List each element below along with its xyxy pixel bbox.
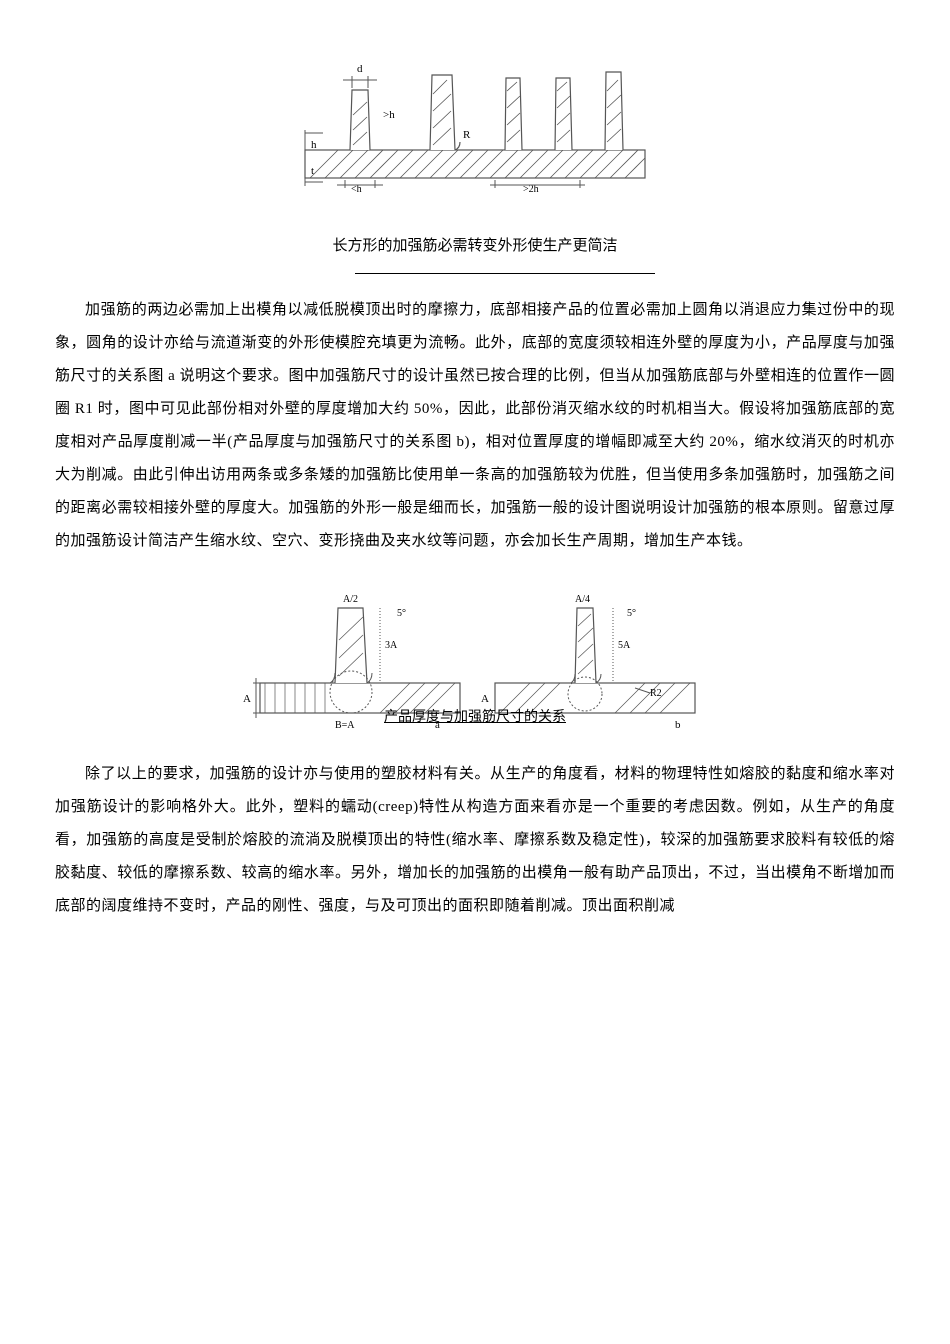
label-A2: A/2 [343,594,358,605]
label-gt-2h: >2h [523,184,539,195]
caption-rule [355,273,655,274]
label-d: d [357,63,363,75]
label-5A: 5A [618,640,631,651]
figure-1: d >h R h t <h >2h [295,60,655,200]
label-b: b [675,719,681,731]
figure-1-caption: 长方形的加强筋必需转变外形使生产更简洁 [55,230,895,263]
figure-2-caption: 产品厚度与加强筋尺寸的关系 [384,703,566,734]
label-R: R [463,129,471,141]
paragraph-1: 加强筋的两边必需加上出模角以减低脱模顶出时的摩擦力，底部相接产品的位置必需加上圆… [55,294,895,558]
label-BA-left: B=A [335,720,355,731]
diagram-ribs-cross-section: d >h R h t <h >2h [295,60,655,200]
label-h: h [311,139,317,151]
paragraph-2: 除了以上的要求，加强筋的设计亦与使用的塑胶材料有关。从生产的角度看，材料的物理特… [55,758,895,923]
label-A-left: A [243,693,251,705]
label-R2: R2 [650,688,662,699]
svg-text:5°: 5° [397,608,406,619]
svg-text:5°: 5° [627,608,636,619]
label-lt-h: <h [351,184,362,195]
label-t: t [311,165,314,177]
label-gt-h: >h [383,109,395,121]
label-3A: 3A [385,640,398,651]
label-A4: A/4 [575,594,590,605]
figure-2: A A/2 5° 3A B=A a A/4 5° 5A A b R2 [235,588,715,748]
